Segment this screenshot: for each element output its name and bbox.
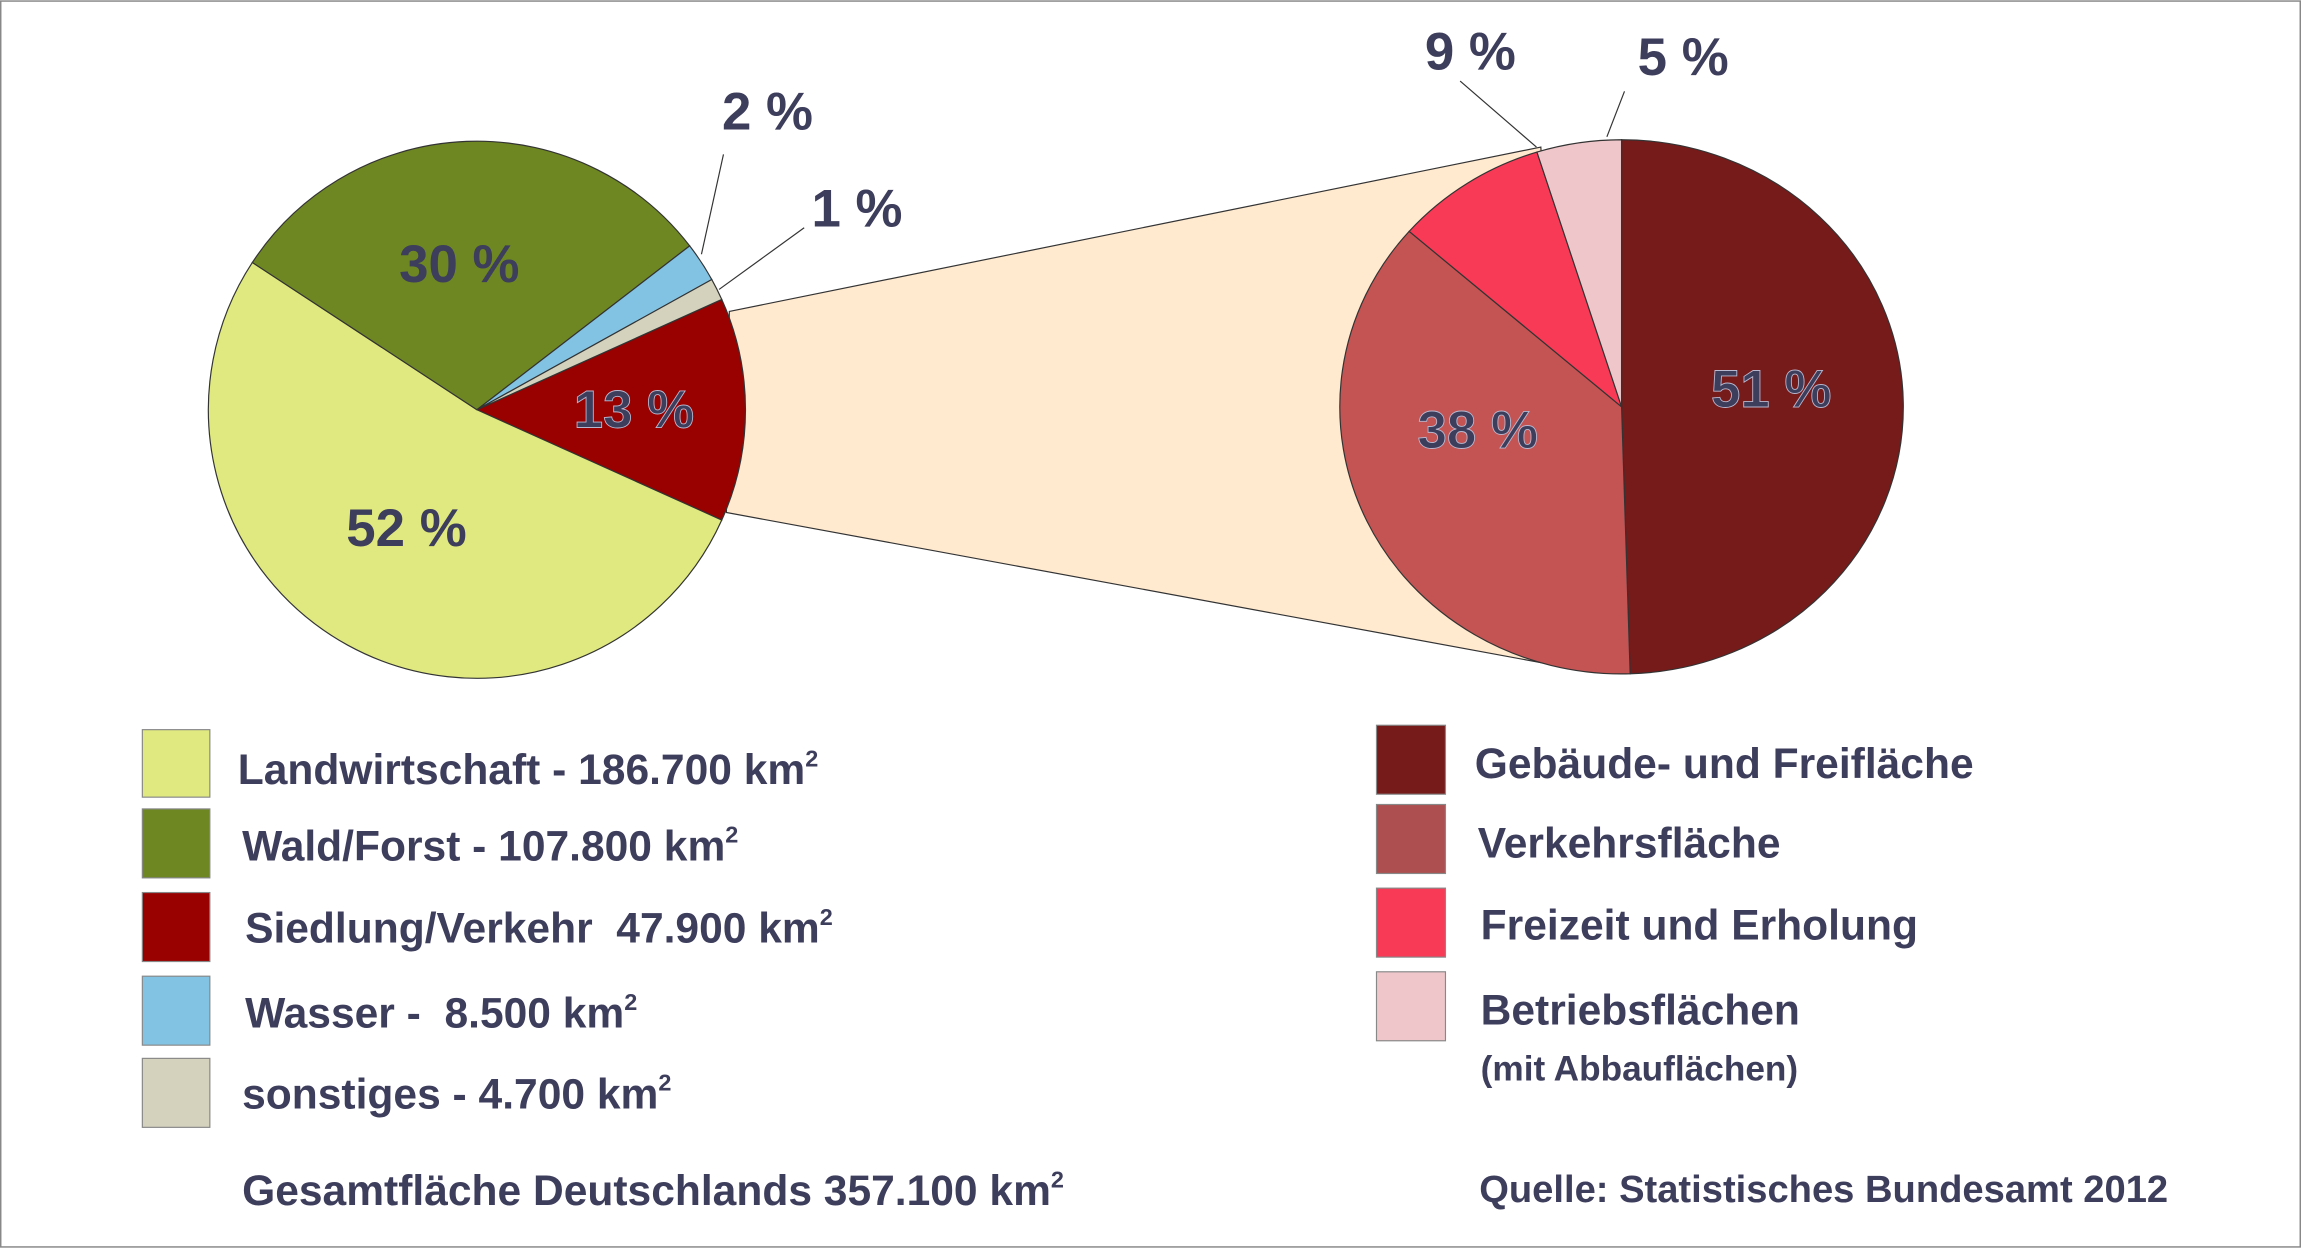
- legend-swatch: [1375, 887, 1447, 958]
- pct-label-gebaeude: 51 %: [1711, 360, 1831, 419]
- legend-swatch: [141, 975, 211, 1046]
- pct-label-wald: 30 %: [399, 235, 519, 294]
- legend-label: Wald/Forst - 107.800 km2: [242, 822, 738, 871]
- settlement-slice-0: [1620, 139, 1904, 675]
- land-use-slice-1: [251, 140, 691, 411]
- pct-label-sonstiges: 1 %: [811, 179, 902, 238]
- pct-label-verkehr: 38 %: [1418, 401, 1538, 460]
- settlement-slice-1: [1339, 230, 1631, 675]
- leader-line-betrieb: [1606, 91, 1626, 138]
- pie-land-use: [207, 140, 746, 679]
- legend-swatch: [1375, 971, 1447, 1042]
- settlement-slice-2: [1408, 151, 1623, 409]
- pct-label-freizeit: 9 %: [1425, 22, 1516, 81]
- legend-label: Betriebsflächen: [1481, 987, 1800, 1035]
- land-use-slice-2: [475, 298, 746, 521]
- pct-label-siedlung: 13 %: [574, 380, 694, 439]
- legend-label: Freizeit und Erholung: [1481, 902, 1918, 950]
- legend-label: Landwirtschaft - 186.700 km2: [238, 745, 819, 794]
- source-note: Quelle: Statistisches Bundesamt 2012: [1479, 1168, 2168, 1211]
- leader-line-freizeit: [1459, 80, 1537, 148]
- legend-swatch: [141, 891, 211, 963]
- pct-label-landwirtschaft: 52 %: [346, 499, 466, 558]
- legend-sublabel: (mit Abbauflächen): [1481, 1049, 1798, 1088]
- settlement-slice-3: [1536, 139, 1623, 407]
- pct-label-betrieb: 5 %: [1638, 28, 1729, 87]
- legend-label: Verkehrsfläche: [1478, 819, 1781, 867]
- land-use-slice-0: [207, 261, 723, 679]
- legend-label: Siedlung/Verkehr 47.900 km2: [245, 904, 833, 953]
- leader-line-wasser: [700, 154, 725, 255]
- legend-right: Gebäude- und Freifläche Verkehrsfläche F…: [1375, 724, 1974, 1088]
- land-use-slice-4: [476, 278, 723, 411]
- total-area: Gesamtfläche Deutschlands 357.100 km2: [242, 1167, 1064, 1216]
- pie-settlement-breakdown: [1339, 139, 1904, 675]
- legend-left: Landwirtschaft - 186.700 km2 Wald/Forst …: [141, 729, 833, 1128]
- legend-label: sonstiges - 4.700 km2: [242, 1070, 671, 1119]
- pct-label-wasser: 2 %: [722, 82, 813, 141]
- legend-label: Wasser - 8.500 km2: [245, 989, 637, 1038]
- legend-swatch: [141, 729, 211, 798]
- legend-label: Gebäude- und Freifläche: [1475, 740, 1974, 788]
- legend-swatch: [1375, 724, 1447, 795]
- leader-line-sonstiges: [718, 227, 805, 290]
- legend-swatch: [1375, 803, 1447, 875]
- legend-swatch: [141, 1057, 211, 1128]
- legend-swatch: [141, 808, 211, 879]
